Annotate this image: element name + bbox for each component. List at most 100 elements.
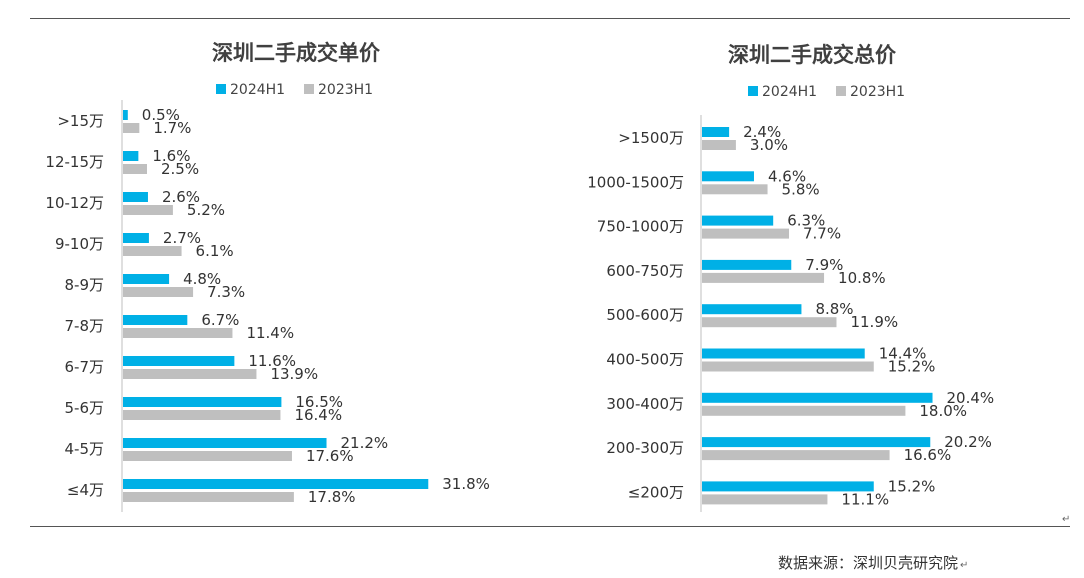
- total-category-label-1: 1000-1500万: [587, 173, 684, 191]
- total-value-label-2023h1-3: 10.8%: [838, 269, 886, 287]
- unit-bar-2023h1-7: [123, 410, 281, 420]
- unit-bar-2024h1-4: [123, 274, 170, 284]
- total-category-label-4: 500-600万: [606, 306, 684, 324]
- unit-bar-2023h1-4: [123, 287, 194, 297]
- unit-value-label-2024h1-1: 1.6%: [152, 147, 190, 165]
- total-value-label-2023h1-8: 11.1%: [841, 490, 889, 508]
- unit-category-label-4: 8-9万: [65, 276, 105, 294]
- total-category-label-8: ≤200万: [628, 483, 684, 501]
- unit-legend-swatch-1: [304, 84, 314, 94]
- unit-category-label-9: ≤4万: [67, 481, 104, 499]
- unit-value-label-2024h1-8: 21.2%: [341, 434, 389, 452]
- unit-bar-2024h1-2: [123, 192, 148, 202]
- total-value-label-2024h1-8: 15.2%: [888, 477, 936, 495]
- total-bar-2023h1-1: [702, 184, 768, 195]
- total-bar-2024h1-8: [702, 481, 874, 492]
- top-rule: [30, 18, 1070, 19]
- total-bar-2023h1-5: [702, 361, 874, 372]
- total-bar-2024h1-6: [702, 392, 933, 403]
- return-mark: ↵: [1062, 514, 1071, 525]
- unit-bar-2024h1-0: [123, 110, 128, 120]
- unit-bar-2024h1-9: [123, 479, 429, 489]
- total-legend-swatch-0: [748, 86, 758, 96]
- total-bar-2023h1-0: [702, 140, 736, 150]
- unit-value-label-2023h1-3: 6.1%: [196, 242, 234, 260]
- unit-category-label-0: >15万: [57, 112, 104, 130]
- source-text: 数据来源：深圳贝壳研究院: [778, 554, 959, 572]
- total-category-label-3: 600-750万: [606, 262, 684, 280]
- unit-bar-2024h1-7: [123, 397, 282, 407]
- unit-value-label-2023h1-4: 7.3%: [207, 283, 245, 301]
- total-value-label-2024h1-7: 20.2%: [944, 433, 992, 451]
- total-value-label-2023h1-2: 7.7%: [803, 225, 841, 243]
- total-value-label-2023h1-7: 16.6%: [904, 446, 952, 464]
- total-value-label-2023h1-1: 5.8%: [782, 180, 820, 198]
- source-note: 数据来源：深圳贝壳研究院 ↵: [778, 552, 968, 573]
- unit-value-label-2023h1-8: 17.6%: [306, 447, 354, 465]
- unit-bar-2023h1-8: [123, 451, 292, 461]
- total-value-label-2024h1-1: 4.6%: [768, 167, 806, 185]
- total-bar-2024h1-0: [702, 127, 730, 137]
- unit-bar-2024h1-8: [123, 438, 327, 448]
- unit-legend-swatch-0: [216, 84, 226, 94]
- unit-legend-label-0: 2024H1: [230, 82, 285, 98]
- total-value-label-2023h1-6: 18.0%: [919, 402, 967, 420]
- total-category-label-7: 200-300万: [606, 439, 684, 457]
- unit-value-label-2023h1-6: 13.9%: [270, 365, 318, 383]
- unit-bar-2024h1-6: [123, 356, 235, 366]
- total-chart-title: 深圳二手成交总价: [728, 43, 897, 67]
- unit-bar-2023h1-9: [123, 492, 294, 502]
- unit-value-label-2024h1-2: 2.6%: [162, 188, 200, 206]
- total-category-label-5: 400-500万: [606, 351, 684, 369]
- total-value-label-2024h1-2: 6.3%: [787, 212, 825, 230]
- unit-bar-2023h1-5: [123, 328, 233, 338]
- total-bar-2023h1-8: [702, 494, 828, 505]
- bottom-rule: [30, 526, 1070, 527]
- unit-value-label-2023h1-1: 2.5%: [161, 160, 199, 178]
- unit-bar-2023h1-0: [123, 123, 140, 133]
- total-bar-2024h1-1: [702, 171, 754, 182]
- unit-legend-label-1: 2023H1: [318, 82, 373, 98]
- total-bar-2023h1-3: [702, 272, 825, 283]
- unit-bar-2023h1-3: [123, 246, 182, 256]
- total-value-label-2023h1-5: 15.2%: [888, 358, 936, 376]
- unit-category-label-2: 10-12万: [45, 194, 104, 212]
- total-value-label-2023h1-0: 3.0%: [750, 136, 788, 154]
- unit-value-label-2024h1-0: 0.5%: [142, 106, 180, 124]
- unit-bar-2024h1-1: [123, 151, 139, 161]
- total-bar-2023h1-6: [702, 405, 906, 416]
- unit-category-label-7: 5-6万: [65, 399, 105, 417]
- total-category-label-6: 300-400万: [606, 395, 684, 413]
- total-value-label-2024h1-5: 14.4%: [879, 345, 927, 363]
- unit-bar-2023h1-1: [123, 164, 147, 174]
- total-value-label-2024h1-6: 20.4%: [947, 389, 995, 407]
- unit-value-label-2024h1-4: 4.8%: [183, 270, 221, 288]
- unit-bar-2024h1-3: [123, 233, 149, 243]
- total-value-label-2024h1-4: 8.8%: [815, 300, 853, 318]
- unit-category-label-1: 12-15万: [45, 153, 104, 171]
- unit-value-label-2024h1-5: 6.7%: [201, 311, 239, 329]
- total-value-label-2024h1-3: 7.9%: [805, 256, 843, 274]
- total-bar-2023h1-7: [702, 450, 890, 461]
- unit-bar-2024h1-5: [123, 315, 188, 325]
- unit-category-label-6: 6-7万: [65, 358, 105, 376]
- total-value-label-2023h1-4: 11.9%: [850, 313, 898, 331]
- unit-value-label-2023h1-9: 17.8%: [308, 488, 356, 506]
- total-bar-2024h1-4: [702, 304, 802, 315]
- unit-value-label-2023h1-7: 16.4%: [294, 406, 342, 424]
- unit-category-label-5: 7-8万: [65, 317, 105, 335]
- total-category-label-2: 750-1000万: [597, 218, 684, 236]
- unit-value-label-2024h1-3: 2.7%: [163, 229, 201, 247]
- unit-chart-title: 深圳二手成交单价: [212, 41, 381, 65]
- total-bar-2024h1-7: [702, 437, 931, 448]
- unit-value-label-2024h1-7: 16.5%: [295, 393, 343, 411]
- total-bar-2024h1-3: [702, 259, 792, 270]
- total-legend-label-0: 2024H1: [762, 84, 817, 100]
- unit-value-label-2023h1-0: 1.7%: [153, 119, 191, 137]
- total-bar-2023h1-4: [702, 317, 837, 328]
- unit-value-label-2024h1-9: 31.8%: [442, 475, 490, 493]
- total-legend-swatch-1: [836, 86, 846, 96]
- total-category-label-0: >1500万: [618, 129, 684, 147]
